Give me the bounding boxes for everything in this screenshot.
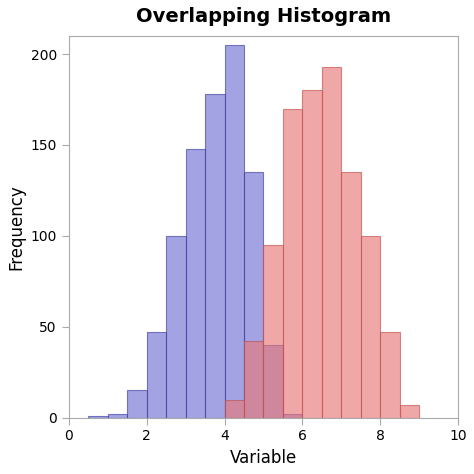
Bar (127, 391, 146, 418)
Bar (146, 332, 166, 418)
Bar (322, 67, 341, 418)
Bar (166, 236, 185, 418)
Bar (380, 332, 400, 418)
Bar (185, 148, 205, 418)
Bar (244, 172, 264, 418)
Bar (283, 109, 302, 418)
Bar (264, 345, 283, 418)
Bar (302, 91, 322, 418)
Bar (400, 405, 419, 418)
Title: Overlapping Histogram: Overlapping Histogram (136, 7, 391, 26)
Bar (341, 172, 361, 418)
Bar (108, 414, 127, 418)
Bar (225, 45, 244, 418)
Bar (264, 245, 283, 418)
Bar (225, 400, 244, 418)
X-axis label: Variable: Variable (230, 449, 297, 467)
Bar (244, 341, 264, 418)
Bar (88, 416, 108, 418)
Y-axis label: Frequency: Frequency (7, 184, 25, 270)
Bar (361, 236, 380, 418)
Bar (205, 94, 225, 418)
Bar (283, 414, 302, 418)
